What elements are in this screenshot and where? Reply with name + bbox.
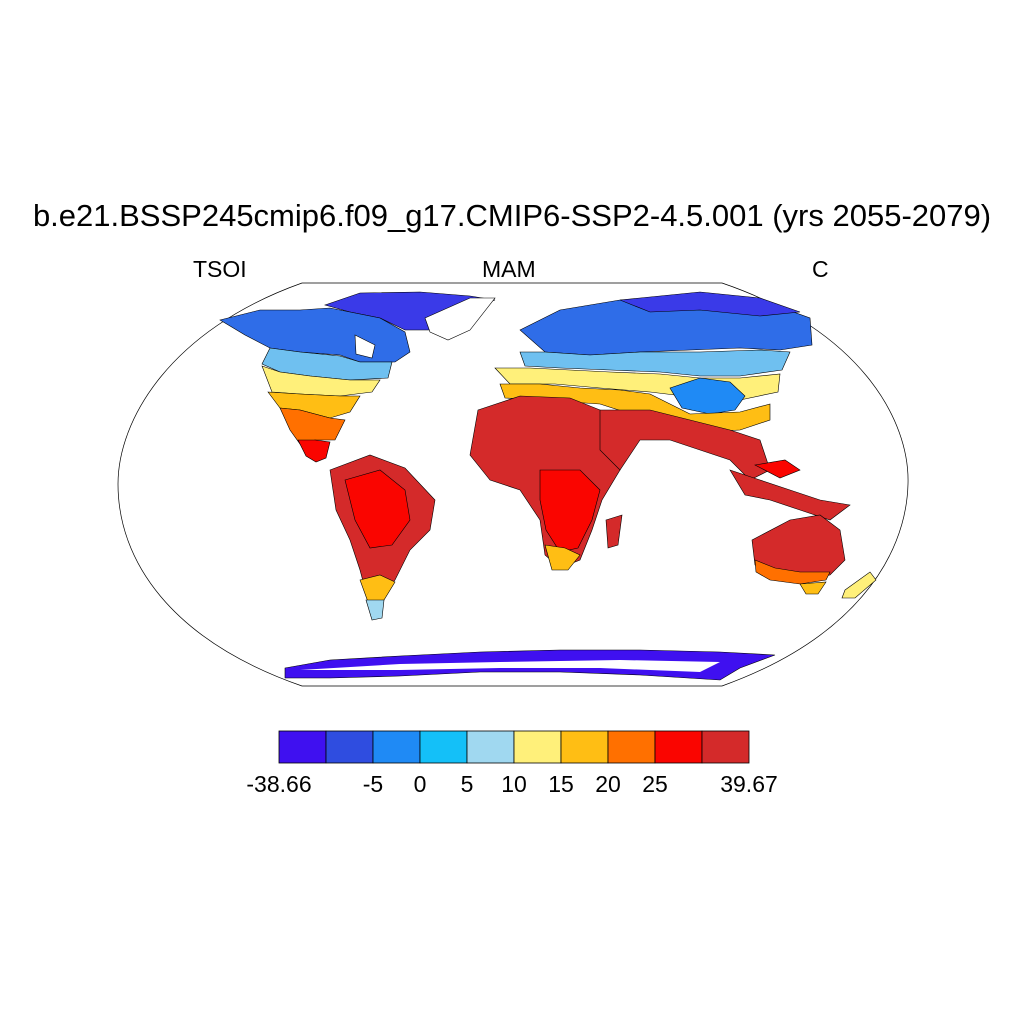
colorbar-box-3 <box>419 730 468 764</box>
colorbar-box-2 <box>372 730 421 764</box>
colorbar-label: -38.66 <box>246 771 312 797</box>
colorbar-box-9 <box>701 730 750 764</box>
colorbar-box-1 <box>325 730 374 764</box>
units-label: C <box>812 256 829 282</box>
australia <box>751 514 877 599</box>
south-america <box>329 454 436 621</box>
colorbar <box>278 730 750 764</box>
colorbar-label: 39.67 <box>720 771 778 797</box>
north-america <box>219 291 496 463</box>
colorbar-box-0 <box>278 730 327 764</box>
colorbar-box-6 <box>560 730 609 764</box>
plot-title: b.e21.BSSP245cmip6.f09_g17.CMIP6-SSP2-4.… <box>32 198 992 233</box>
colorbar-box-5 <box>513 730 562 764</box>
colorbar-label: 10 <box>501 771 527 797</box>
antarctica-interior <box>300 660 720 672</box>
variable-label: TSOI <box>193 256 247 282</box>
colorbar-label: -5 <box>362 771 384 797</box>
colorbar-label: 5 <box>460 771 474 797</box>
season-label: MAM <box>482 256 536 282</box>
eurasia <box>494 291 813 433</box>
south-asia <box>599 409 851 521</box>
greenland <box>424 297 496 341</box>
colorbar-box-7 <box>607 730 656 764</box>
colorbar-label: 25 <box>642 771 668 797</box>
colorbar-label: 0 <box>413 771 427 797</box>
africa <box>469 395 631 571</box>
colorbar-box-8 <box>654 730 703 764</box>
colorbar-label: 20 <box>595 771 621 797</box>
colorbar-label: 15 <box>548 771 574 797</box>
colorbar-box-4 <box>466 730 515 764</box>
